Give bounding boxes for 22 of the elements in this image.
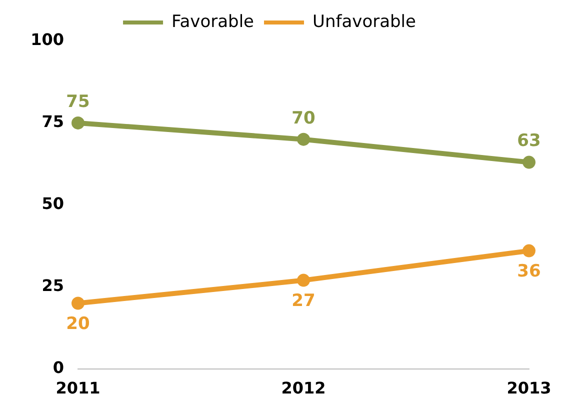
point — [297, 132, 310, 146]
legend-label: Unfavorable — [312, 12, 416, 32]
x-tick-label: 2012 — [281, 378, 326, 398]
point — [297, 274, 310, 287]
x-tick-label: 2013 — [506, 378, 552, 398]
point — [522, 244, 536, 258]
data-label: 63 — [517, 131, 541, 152]
data-label: 36 — [517, 262, 541, 282]
data-label: 27 — [292, 291, 316, 312]
point — [72, 296, 84, 310]
point — [522, 156, 536, 169]
y-tick-label: 50 — [42, 194, 64, 214]
legend-label: Favorable — [172, 12, 254, 32]
y-tick-label: 75 — [42, 112, 64, 132]
x-tick-label: 2011 — [56, 378, 100, 398]
data-label: 70 — [292, 108, 316, 128]
y-tick-label: 25 — [42, 276, 64, 296]
data-label: 75 — [66, 92, 90, 112]
point — [72, 116, 84, 130]
y-tick-label: 0 — [52, 358, 64, 377]
data-label: 20 — [66, 314, 90, 334]
y-tick-label: 100 — [30, 30, 64, 50]
